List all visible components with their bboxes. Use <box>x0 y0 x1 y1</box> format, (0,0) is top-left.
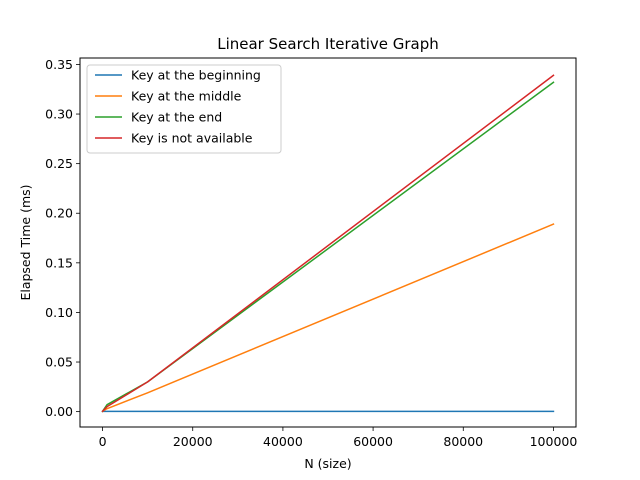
x-tick-label: 20000 <box>173 434 213 449</box>
legend-box <box>86 64 282 154</box>
legend-label: Key at the end <box>131 110 222 125</box>
y-tick-label: 0.15 <box>45 255 73 270</box>
x-tick-label: 0 <box>99 434 107 449</box>
x-tick-label: 60000 <box>353 434 393 449</box>
legend-label: Key is not available <box>131 131 253 146</box>
y-tick-label: 0.35 <box>45 57 73 72</box>
y-tick-label: 0.20 <box>45 206 73 221</box>
series-line-4 <box>101 74 555 413</box>
y-tick-label: 0.05 <box>45 355 73 370</box>
x-tick-label: 100000 <box>530 434 578 449</box>
legend: Key at the beginning Key at the middle Key… <box>86 64 282 154</box>
axes-frame <box>79 57 577 428</box>
y-axis: 0.00 0.05 0.10 0.15 0.20 0.25 0.30 0.35 <box>45 57 80 419</box>
y-axis-label: Elapsed Time (ms) <box>18 184 33 300</box>
x-axis: 0 20000 40000 60000 80000 100000 <box>99 427 578 449</box>
chart-title: Linear Search Iterative Graph <box>217 35 439 53</box>
legend-label: Key at the beginning <box>131 68 261 83</box>
plot-area <box>101 74 555 413</box>
legend-label: Key at the middle <box>131 89 242 104</box>
y-tick-label: 0.10 <box>45 305 73 320</box>
y-tick-label: 0.00 <box>45 404 73 419</box>
y-tick-label: 0.30 <box>45 107 73 122</box>
x-axis-label: N (size) <box>304 456 351 471</box>
y-tick-label: 0.25 <box>45 156 73 171</box>
x-tick-label: 40000 <box>263 434 303 449</box>
x-tick-label: 80000 <box>443 434 483 449</box>
